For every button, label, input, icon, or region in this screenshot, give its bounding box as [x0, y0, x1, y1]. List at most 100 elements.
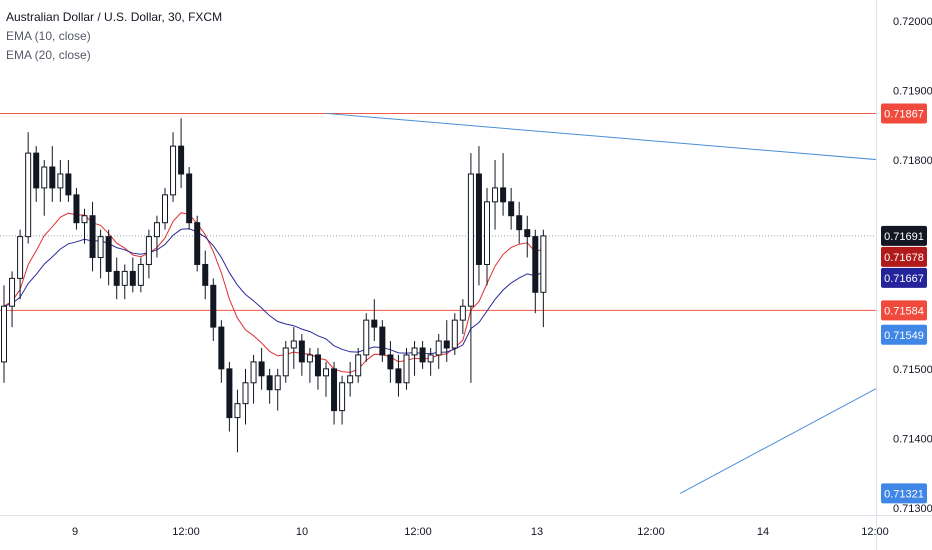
candle: [113, 257, 120, 300]
plot-area[interactable]: [0, 112, 890, 494]
candle-body: [226, 368, 233, 419]
candle-body: [210, 284, 217, 328]
candle-body: [9, 277, 16, 307]
candle-body: [25, 152, 32, 238]
candle-body: [81, 215, 88, 224]
time-tick-label: 13: [531, 526, 543, 538]
candle-body: [355, 354, 362, 377]
candle: [427, 347, 434, 376]
price-tag: 0.71549: [881, 324, 927, 345]
candle-body: [387, 354, 394, 370]
candle: [137, 257, 144, 293]
candle: [484, 187, 490, 286]
candle: [97, 229, 104, 279]
candle-body: [234, 403, 241, 419]
price-tag: 0.71584: [881, 300, 927, 321]
candle: [339, 375, 346, 425]
candle: [1, 285, 7, 383]
candle-body: [500, 187, 507, 203]
candle-body: [290, 340, 297, 349]
time-tick-label: 12:00: [404, 526, 432, 538]
price-tick-label: 0.71400: [893, 433, 932, 445]
trend-line-0: [325, 112, 876, 161]
candle: [411, 341, 418, 376]
candle: [129, 257, 136, 293]
candle: [540, 229, 547, 328]
candle-body: [484, 201, 490, 265]
price-axis[interactable]: 0.72000 0.71900 0.71800 0.71500 0.71400 0.713…: [893, 16, 932, 515]
ema20-line: [3, 228, 544, 355]
chart-legend: Australian Dollar / U.S. Dollar, 30, FXC…: [6, 8, 222, 65]
candle: [355, 347, 362, 383]
time-tick-label: 9: [72, 526, 78, 538]
candle-body: [540, 235, 547, 293]
candle-body: [242, 382, 249, 405]
price-tag-label: 0.71321: [884, 488, 924, 500]
candle: [9, 271, 16, 328]
candle: [49, 146, 56, 202]
candle: [226, 361, 233, 432]
candle-body: [524, 229, 531, 238]
price-tag: 0.71867: [881, 103, 927, 124]
candle-body: [218, 326, 225, 370]
price-tick-label: 0.71800: [893, 155, 932, 167]
candle: [210, 278, 217, 342]
price-tag-label: 0.71584: [884, 305, 924, 317]
candle-body: [306, 354, 313, 363]
candle-body: [162, 194, 168, 224]
candle: [459, 299, 466, 335]
candle: [274, 368, 281, 411]
trend-line-1: [679, 388, 876, 494]
candle-body: [266, 375, 273, 391]
symbol-title[interactable]: Australian Dollar / U.S. Dollar, 30, FXC…: [6, 10, 223, 24]
ema10-legend[interactable]: EMA (10, close): [6, 29, 91, 43]
candle-body: [137, 263, 144, 286]
price-tag: 0.71667: [881, 267, 927, 288]
candle: [306, 347, 313, 383]
candle-body: [419, 347, 426, 363]
price-tag-bg: [881, 103, 927, 124]
candle: [532, 229, 539, 314]
price-tag-label: 0.71549: [884, 330, 924, 342]
candle-body: [411, 347, 418, 356]
candle: [298, 334, 305, 376]
candle-body: [395, 368, 402, 384]
price-tag-label: 0.71867: [884, 108, 924, 120]
time-axis[interactable]: 9 12:00 10 12:00 13 12:00 14 12:00: [72, 526, 889, 538]
price-tag-bg: [881, 324, 927, 345]
price-tag: 0.71321: [881, 483, 927, 504]
candle: [331, 361, 338, 425]
candle-body: [194, 222, 201, 265]
candle-body: [532, 236, 539, 293]
candle-body: [298, 340, 305, 363]
candle-body: [435, 340, 442, 356]
candle-body: [97, 236, 104, 259]
candle: [314, 347, 321, 390]
candle-body: [73, 194, 80, 224]
price-tag-label: 0.71691: [884, 231, 924, 243]
candle: [73, 187, 80, 230]
candle: [435, 334, 442, 369]
price-tags: 0.71867 0.71691 0.71678 0.71667 0.71584 0.715…: [881, 103, 927, 504]
candle-body: [492, 187, 499, 203]
ema20-legend[interactable]: EMA (20, close): [6, 48, 91, 62]
candle: [33, 146, 40, 202]
price-tag: 0.71678: [881, 246, 927, 267]
candle-body: [57, 173, 64, 189]
candle-body: [105, 236, 112, 272]
candle-body: [379, 326, 386, 356]
price-tick-label: 0.71300: [893, 503, 932, 515]
candle: [242, 368, 249, 425]
candle-body: [145, 236, 152, 265]
candle: [419, 341, 426, 369]
candle: [178, 118, 185, 188]
candle-body: [250, 361, 257, 384]
candle: [218, 320, 225, 383]
candle: [105, 229, 112, 286]
candle-body: [371, 319, 378, 328]
price-tag-bg: [881, 225, 927, 246]
candle-body: [516, 215, 523, 231]
candle: [500, 153, 507, 216]
candle-body: [331, 368, 338, 412]
